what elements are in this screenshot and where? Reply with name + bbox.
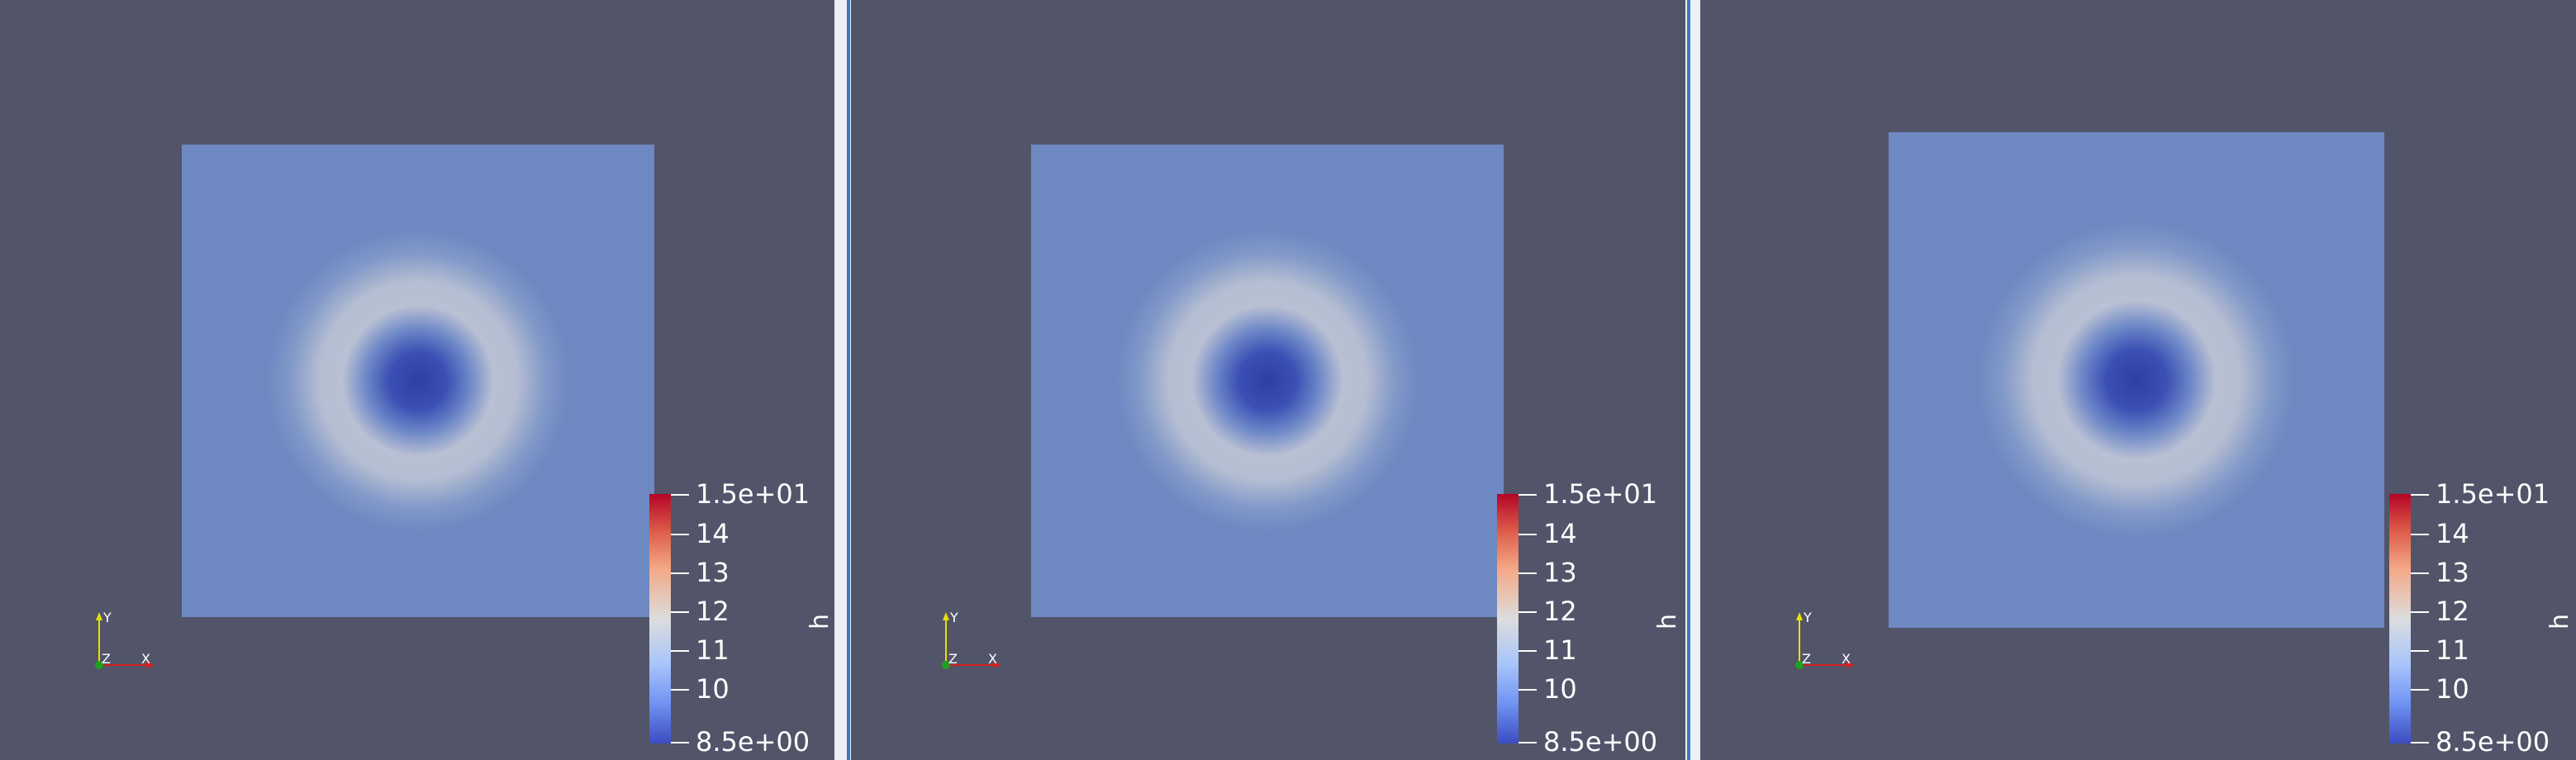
colorbar-tick: [671, 494, 689, 496]
view-splitter[interactable]: [834, 0, 851, 760]
colorbar-tick-label: 11: [696, 634, 730, 666]
colorbar-tick-label: 1.5e+01: [696, 478, 810, 510]
colorbar: 1.5e+01 14 13 12 11 10 8.5e+00: [1497, 481, 1657, 755]
colorbar-tick: [2411, 494, 2429, 496]
axis-z-label: Z: [1802, 651, 1811, 667]
render-view-2[interactable]: 1.5e+01 14 13 12 11 10 8.5e+00 h Y Z X: [851, 0, 1685, 760]
orientation-axes: Y Z X: [1787, 607, 1861, 669]
colorbar-tick: [2411, 534, 2429, 535]
colorbar-tick: [671, 534, 689, 535]
colorbar-tick: [1519, 689, 1537, 691]
colorbar-tick-label: 1.5e+01: [2436, 478, 2550, 510]
colorbar-tick: [671, 572, 689, 574]
field-plot[interactable]: [182, 145, 654, 617]
colorbar-tick-label: 10: [1543, 673, 1577, 705]
colorbar-tick: [1519, 611, 1537, 613]
colorbar-tick-label: 8.5e+00: [1543, 726, 1658, 758]
colorbar-tick-label: 11: [2436, 634, 2469, 666]
colorbar-tick-label: 1.5e+01: [1543, 478, 1658, 510]
axis-x-label: X: [988, 651, 997, 667]
colorbar-tick: [1519, 534, 1537, 535]
colorbar: 1.5e+01 14 13 12 11 10 8.5e+00: [2389, 481, 2550, 755]
colorbar-tick: [671, 611, 689, 613]
colorbar-tick: [1519, 572, 1537, 574]
colorbar-title: h: [806, 613, 834, 629]
colorbar-tick-label: 13: [2436, 557, 2469, 588]
orientation-axes: Y Z X: [87, 607, 161, 669]
colorbar-tick-label: 12: [1543, 596, 1577, 627]
axis-x-label: X: [141, 651, 150, 667]
field-plot[interactable]: [1031, 145, 1504, 617]
colorbar-tick-label: 13: [696, 557, 730, 588]
colorbar-tick: [671, 742, 689, 743]
axis-y-label: Y: [1803, 610, 1812, 625]
colorbar-tick: [671, 689, 689, 691]
view-splitter[interactable]: [1685, 0, 1700, 760]
colorbar-tick: [2411, 572, 2429, 574]
colorbar-tick: [2411, 689, 2429, 691]
colorbar-tick-label: 11: [1543, 634, 1577, 666]
axis-z-label: Z: [102, 651, 111, 667]
colorbar-tick-label: 14: [696, 518, 730, 549]
render-view-3[interactable]: 1.5e+01 14 13 12 11 10 8.5e+00 h Y Z X: [1700, 0, 2576, 760]
render-view-1[interactable]: 1.5e+01 14 13 12 11 10 8.5e+00 h Y Z X: [0, 0, 834, 760]
colorbar-tick-label: 10: [2436, 673, 2469, 705]
colorbar-tick-label: 14: [2436, 518, 2469, 549]
colorbar-gradient: [2389, 494, 2411, 743]
colorbar-gradient: [1497, 494, 1519, 743]
colorbar-tick: [671, 650, 689, 652]
orientation-axes: Y Z X: [934, 607, 1008, 669]
colorbar-tick-label: 12: [696, 596, 730, 627]
colorbar-tick-label: 13: [1543, 557, 1577, 588]
field-plot[interactable]: [1889, 132, 2384, 628]
axis-y-label: Y: [949, 610, 958, 625]
colorbar-tick-label: 8.5e+00: [2436, 726, 2550, 758]
colorbar-tick: [1519, 742, 1537, 743]
colorbar-title: h: [1653, 613, 1682, 629]
colorbar: 1.5e+01 14 13 12 11 10 8.5e+00: [649, 481, 810, 755]
colorbar-title: h: [2545, 613, 2574, 629]
colorbar-tick: [1519, 494, 1537, 496]
colorbar-tick: [1519, 650, 1537, 652]
axis-y-label: Y: [102, 610, 112, 625]
colorbar-tick: [2411, 611, 2429, 613]
axis-z-label: Z: [948, 651, 958, 667]
colorbar-tick: [2411, 650, 2429, 652]
colorbar-tick-label: 8.5e+00: [696, 726, 810, 758]
colorbar-gradient: [649, 494, 671, 743]
colorbar-tick-label: 14: [1543, 518, 1577, 549]
colorbar-tick-label: 10: [696, 673, 730, 705]
axis-x-label: X: [1842, 651, 1851, 667]
colorbar-tick: [2411, 742, 2429, 743]
colorbar-tick-label: 12: [2436, 596, 2469, 627]
